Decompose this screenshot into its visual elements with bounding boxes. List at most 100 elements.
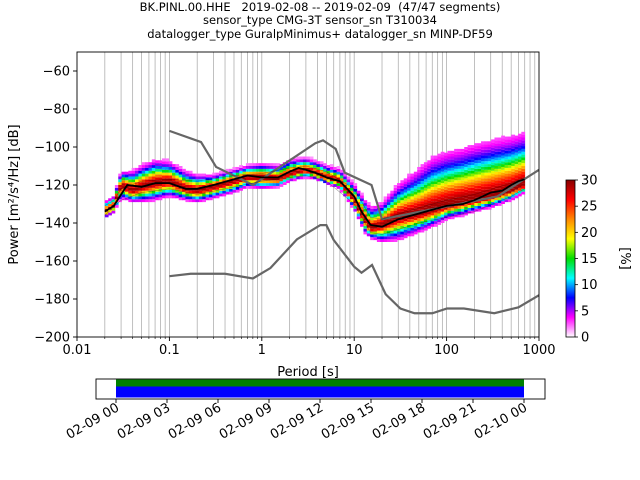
density-cell	[376, 222, 381, 225]
density-cell	[403, 181, 408, 185]
density-cell	[481, 155, 485, 159]
density-cell	[188, 190, 193, 194]
density-cell	[104, 214, 109, 218]
density-cell	[403, 186, 408, 190]
density-cell	[386, 204, 391, 208]
density-cell	[447, 170, 452, 174]
density-cell	[215, 192, 220, 196]
density-cell	[185, 173, 190, 177]
density-cell	[517, 147, 522, 151]
density-cell	[350, 204, 354, 208]
density-cell	[148, 162, 153, 166]
density-cell	[282, 165, 287, 168]
density-cell	[135, 176, 139, 180]
density-cell	[229, 174, 233, 178]
density-cell	[397, 234, 401, 238]
density-cell	[440, 217, 445, 221]
density-cell	[457, 166, 462, 169]
density-cell	[514, 152, 519, 156]
density-cell	[145, 190, 149, 194]
density-cell	[118, 179, 123, 183]
density-cell	[343, 176, 348, 180]
density-cell	[491, 199, 495, 203]
density-cell	[454, 163, 458, 167]
density-cell	[497, 185, 502, 189]
density-cell	[339, 186, 344, 190]
density-cell	[437, 187, 442, 191]
density-cell	[501, 158, 505, 162]
density-cell	[464, 206, 468, 210]
density-cell	[430, 218, 435, 222]
density-cell	[148, 167, 153, 171]
density-cell	[481, 164, 485, 167]
density-cell	[417, 175, 421, 179]
density-cell	[413, 183, 418, 186]
colorbar-tick-label: 25	[581, 200, 598, 215]
density-cell	[423, 224, 428, 228]
density-cell	[182, 180, 186, 184]
density-cell	[128, 182, 133, 185]
density-cell	[393, 199, 398, 203]
density-cell	[336, 177, 341, 181]
density-cell	[262, 185, 267, 189]
density-cell	[491, 176, 495, 180]
density-cell	[165, 175, 170, 179]
density-cell	[151, 185, 156, 188]
density-cell	[219, 173, 223, 177]
density-cell	[444, 209, 448, 213]
density-cell	[507, 199, 512, 203]
density-cell	[242, 171, 247, 175]
colorbar-tick-label: 0	[581, 331, 589, 346]
density-cell	[440, 188, 445, 192]
density-cell	[316, 169, 321, 173]
density-cell	[141, 170, 146, 174]
density-cell	[494, 188, 499, 192]
density-cell	[222, 182, 227, 185]
density-cell	[413, 171, 418, 175]
y-tick-label: −200	[34, 331, 70, 346]
density-cell	[353, 188, 358, 192]
density-cell	[413, 217, 418, 221]
density-cell	[185, 190, 190, 194]
density-cell	[131, 190, 136, 194]
density-cell	[444, 169, 448, 173]
density-cell	[454, 148, 458, 152]
density-cell	[235, 169, 240, 173]
density-cell	[467, 147, 472, 151]
density-cell	[225, 168, 230, 172]
x-tick-label: 10	[346, 343, 363, 358]
density-cell	[306, 162, 311, 166]
density-cell	[494, 157, 499, 161]
density-cell	[497, 143, 502, 147]
density-cell	[383, 219, 388, 223]
density-cell	[383, 196, 388, 200]
density-cell	[420, 229, 425, 233]
density-cell	[225, 188, 230, 192]
density-cell	[494, 197, 499, 201]
density-cell	[514, 155, 519, 159]
density-cell	[343, 173, 348, 177]
density-cell	[467, 153, 472, 157]
density-cell	[155, 163, 159, 167]
density-cell	[215, 189, 220, 193]
density-cell	[403, 178, 408, 182]
density-cell	[296, 156, 301, 160]
density-cell	[356, 190, 361, 194]
density-cell	[423, 199, 428, 203]
density-cell	[507, 196, 512, 200]
density-cell	[470, 170, 475, 174]
density-cell	[175, 189, 180, 193]
density-cell	[289, 178, 294, 182]
density-cell	[171, 192, 176, 196]
density-cell	[376, 230, 381, 234]
density-cell	[383, 239, 388, 242]
density-cell	[339, 169, 344, 173]
density-cell	[279, 166, 284, 170]
density-cell	[242, 166, 247, 169]
density-cell	[128, 193, 133, 197]
density-cell	[501, 169, 505, 173]
density-cell	[121, 197, 126, 201]
density-cell	[350, 185, 354, 188]
density-cell	[135, 190, 139, 194]
density-cell	[390, 233, 395, 237]
